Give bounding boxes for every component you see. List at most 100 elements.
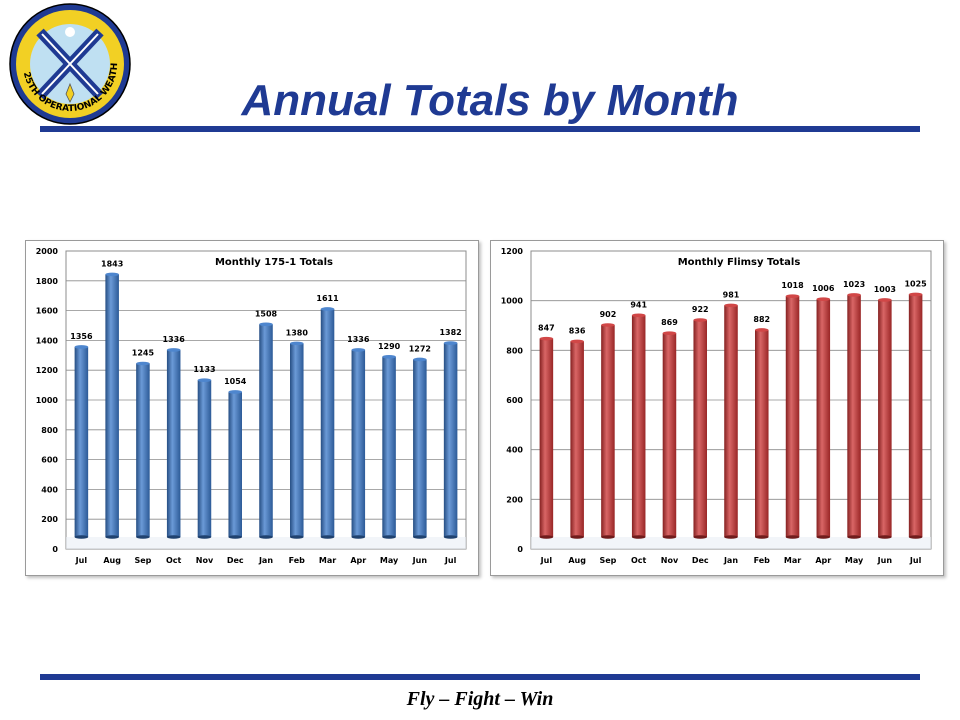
- x-tick-label: Jun: [412, 556, 428, 565]
- y-tick-label: 0: [52, 545, 58, 554]
- bar-cap: [105, 272, 119, 277]
- bar: [539, 338, 554, 537]
- x-tick-label: Sep: [134, 556, 151, 565]
- bar: [601, 325, 615, 537]
- y-tick-label: 800: [41, 426, 58, 435]
- footer-rule: [40, 674, 920, 680]
- bar-base: [601, 535, 615, 539]
- x-tick-label: Sep: [599, 556, 616, 565]
- bar-cap: [290, 341, 304, 346]
- bar-base: [197, 535, 212, 539]
- data-label: 1245: [132, 348, 155, 357]
- chart-flimsy-totals: 0 200 400 600 800 1000 1200 Monthly Flimsy Tota…: [501, 247, 932, 565]
- squadron-emblem-icon: 25TH OPERATIONAL WEATHER SQ: [4, 0, 131, 125]
- bar: [259, 324, 273, 537]
- x-tick-label: Apr: [350, 556, 366, 565]
- bar-cap: [570, 339, 584, 344]
- data-label: 922: [692, 305, 709, 314]
- data-label: 1336: [163, 335, 186, 344]
- bar-base: [816, 535, 831, 539]
- bar: [693, 320, 707, 537]
- bar: [662, 333, 677, 537]
- y-tick-label: 200: [506, 495, 523, 504]
- bar-cap: [662, 331, 677, 335]
- data-label: 1356: [70, 332, 93, 341]
- y-tick-label: 1400: [36, 336, 59, 345]
- bar-base: [290, 535, 304, 539]
- bar-cap: [693, 318, 707, 322]
- bar-base: [105, 535, 119, 539]
- bar-base: [320, 535, 335, 539]
- y-tick-label: 0: [517, 545, 523, 554]
- y-tick-label: 1000: [36, 396, 59, 405]
- x-tick-label: Jan: [723, 556, 738, 565]
- bar-cap: [74, 345, 89, 349]
- bar-cap: [601, 323, 615, 327]
- data-label: 1508: [255, 309, 278, 318]
- bar-cap: [816, 297, 831, 301]
- data-label: 1382: [439, 328, 461, 337]
- x-tick-label: Dec: [692, 556, 709, 565]
- chart-title: Monthly Flimsy Totals: [678, 257, 801, 268]
- x-tick-label: Nov: [196, 556, 214, 565]
- bar-base: [693, 535, 707, 539]
- data-label: 1018: [781, 281, 804, 290]
- x-tick-label: Jul: [909, 556, 922, 565]
- x-tick-label: Aug: [103, 556, 121, 565]
- bar: [105, 274, 119, 537]
- bar-base: [631, 535, 646, 539]
- bar-base: [847, 535, 861, 539]
- x-tick-label: Apr: [815, 556, 831, 565]
- bar: [755, 329, 769, 537]
- x-tick-label: Oct: [166, 556, 182, 565]
- x-tick-label: Nov: [661, 556, 679, 565]
- x-tick-label: Feb: [289, 556, 306, 565]
- data-label: 1336: [347, 335, 370, 344]
- bar: [290, 343, 304, 537]
- bar-cap: [443, 341, 458, 345]
- x-tick-label: May: [380, 556, 399, 565]
- x-tick-label: Jan: [258, 556, 273, 565]
- y-tick-label: 1200: [501, 247, 524, 256]
- y-tick-label: 400: [41, 485, 58, 494]
- data-label: 902: [600, 310, 617, 319]
- bar: [413, 359, 427, 537]
- bar-cap: [847, 293, 861, 297]
- x-tick-label: Aug: [568, 556, 586, 565]
- bar: [197, 380, 212, 537]
- y-tick-label: 800: [506, 346, 523, 355]
- bar-cap: [259, 322, 273, 327]
- bar-cap: [755, 328, 769, 332]
- bar-base: [570, 535, 584, 539]
- bar-cap: [136, 361, 150, 366]
- page-title: Annual Totals by Month: [241, 76, 739, 125]
- data-label: 1290: [378, 342, 401, 351]
- bar: [443, 343, 458, 537]
- data-label: 1025: [904, 279, 927, 288]
- data-label: 1272: [409, 344, 431, 353]
- x-tick-label: Jun: [877, 556, 893, 565]
- bar-base: [785, 535, 800, 539]
- bar-base: [908, 535, 923, 539]
- bar: [320, 308, 335, 537]
- bar-cap: [351, 348, 366, 352]
- bar-base: [136, 535, 150, 539]
- y-tick-label: 1000: [501, 297, 524, 306]
- bar-cap: [539, 336, 554, 341]
- bar-cap: [382, 354, 396, 359]
- bar-cap: [631, 313, 646, 318]
- bar: [878, 299, 892, 537]
- bar: [351, 349, 366, 537]
- bar: [816, 299, 831, 537]
- chart-panel-flimsy: 0 200 400 600 800 1000 1200 Monthly Flimsy Tota…: [490, 240, 944, 576]
- x-tick-label: Dec: [227, 556, 244, 565]
- y-tick-label: 2000: [36, 247, 59, 256]
- x-tick-label: Mar: [319, 556, 336, 565]
- x-tick-label: Jul: [444, 556, 457, 565]
- data-label: 1054: [224, 377, 247, 386]
- y-tick-label: 1800: [36, 277, 59, 286]
- bar-base: [443, 535, 458, 539]
- bar-base: [382, 535, 396, 539]
- bar-cap: [413, 357, 427, 362]
- bar: [631, 315, 646, 537]
